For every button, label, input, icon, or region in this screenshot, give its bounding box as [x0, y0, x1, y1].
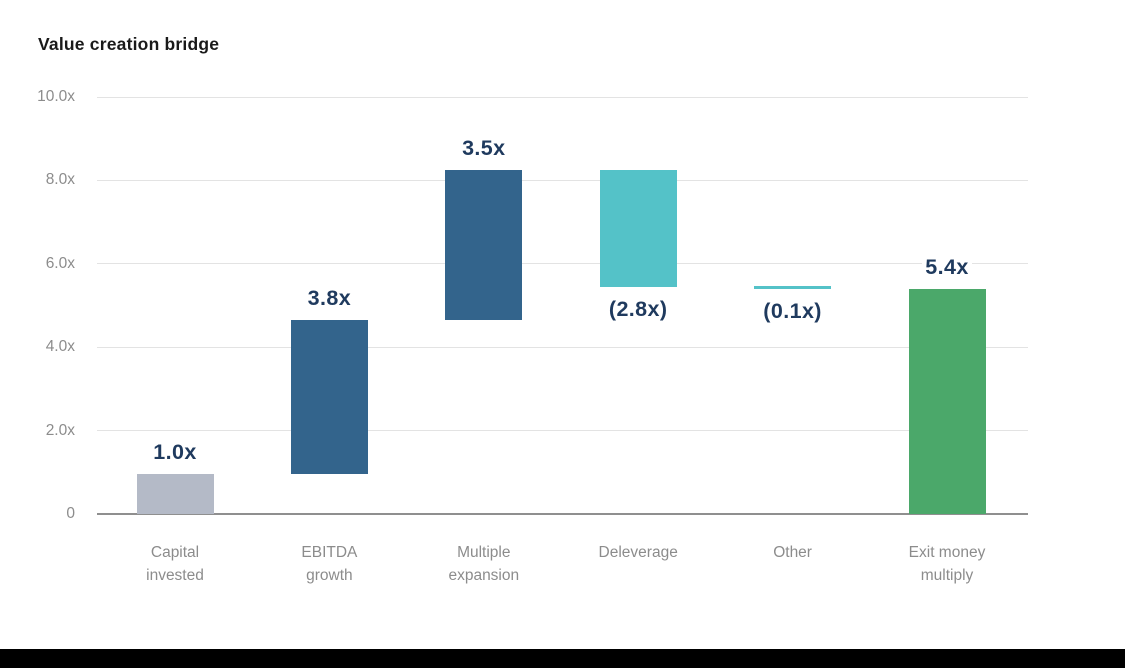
y-axis-tick-label: 2.0x [45, 421, 75, 439]
value-label-deleverage: (2.8x) [568, 296, 708, 322]
gridline [97, 430, 1028, 432]
value-label-multiple-expansion: 3.5x [414, 135, 554, 161]
bar-capital-invested [136, 474, 214, 514]
gridline [97, 96, 1028, 98]
bar-exit-money-multiply [908, 288, 986, 514]
gridline [97, 346, 1028, 348]
x-axis-category-label: Capital invested [146, 544, 204, 584]
y-axis-tick-label: 10.0x [37, 88, 75, 105]
y-axis-tick-label: 0 [66, 505, 75, 522]
gridline [97, 263, 1028, 265]
y-axis-tick-label: 8.0x [45, 171, 75, 189]
x-axis-category-label: Multiple expansion [448, 544, 520, 584]
value-label-capital-invested: 1.0x [105, 439, 245, 465]
x-axis-baseline [97, 513, 1028, 515]
value-label-exit-money-multiply: 5.4x [877, 254, 1017, 280]
value-label-other: (0.1x) [723, 298, 863, 324]
bar-deleverage [599, 169, 677, 287]
bottom-black-bar [0, 649, 1125, 668]
value-label-ebitda-growth: 3.8x [259, 285, 399, 311]
bar-other [754, 285, 832, 289]
x-axis-category-label: Exit money multiply [908, 544, 986, 584]
x-axis-category-label: Other [773, 544, 812, 561]
bar-multiple-expansion [445, 169, 523, 321]
x-axis-category-label: EBITDA growth [301, 544, 358, 584]
y-axis-tick-label: 4.0x [45, 338, 75, 356]
x-axis-category-label: Deleverage [598, 544, 678, 561]
gridline [97, 179, 1028, 181]
chart-title: Value creation bridge [38, 34, 220, 54]
bar-ebitda-growth [290, 320, 368, 475]
y-axis-tick-label: 6.0x [45, 254, 75, 272]
